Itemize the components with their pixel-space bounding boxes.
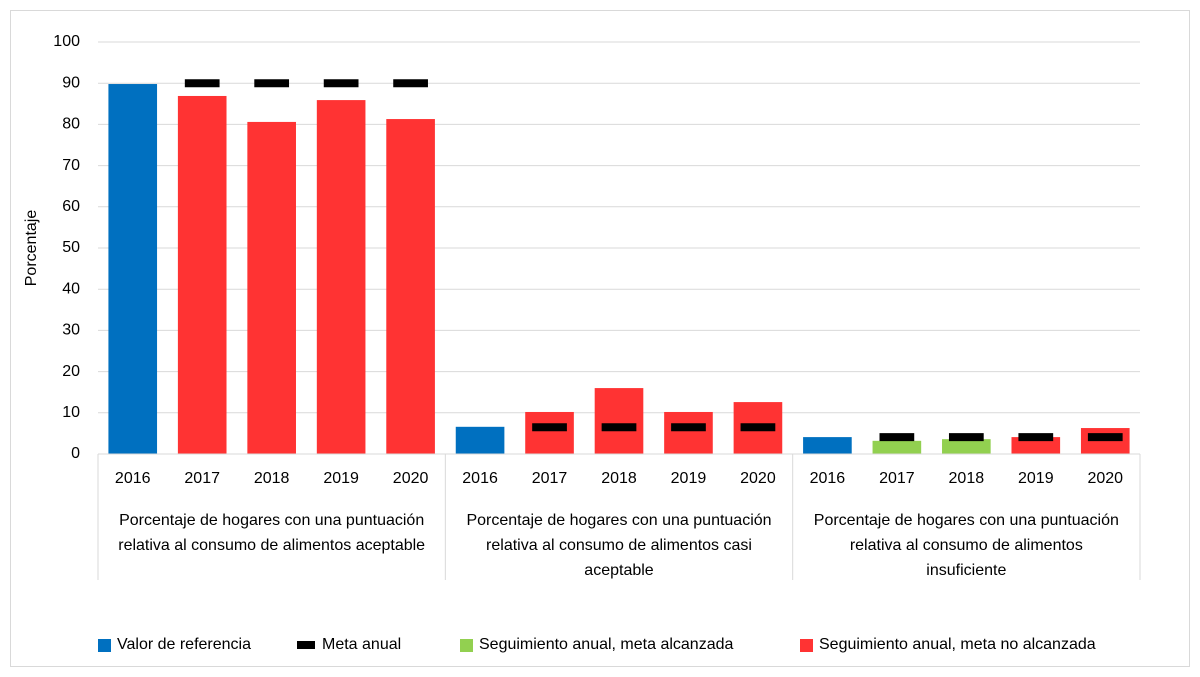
y-tick-label: 50 [62, 239, 80, 256]
legend-label: Seguimiento anual, meta alcanzada [479, 636, 733, 653]
y-tick-label: 90 [62, 74, 80, 91]
y-tick-label: 0 [71, 445, 80, 462]
x-tick-label: 2019 [323, 470, 359, 487]
legend-label: Valor de referencia [117, 636, 251, 653]
group-label: Porcentaje de hogares con una puntuación… [466, 512, 772, 579]
x-tick-label: 2018 [254, 470, 290, 487]
y-tick-label: 40 [62, 280, 80, 297]
x-tick-label: 2019 [671, 470, 707, 487]
bar [247, 121, 296, 454]
x-tick-label: 2016 [115, 470, 151, 487]
x-tick-label: 2018 [601, 470, 637, 487]
bar [108, 84, 158, 455]
x-tick-label: 2017 [879, 470, 915, 487]
bar [594, 388, 644, 454]
bar [1011, 437, 1061, 454]
legend-swatch [98, 639, 111, 652]
group-label: Porcentaje de hogares con una puntuación… [813, 512, 1119, 579]
x-tick-label: 2016 [462, 470, 498, 487]
group-label: Porcentaje de hogares con una puntuación… [118, 512, 426, 554]
x-tick-label: 2019 [1018, 470, 1054, 487]
bar [872, 440, 922, 454]
y-tick-label: 20 [62, 363, 80, 380]
legend-swatch [297, 641, 315, 649]
bar [177, 95, 227, 455]
y-tick-label: 10 [62, 404, 80, 421]
x-tick-label: 2017 [532, 470, 568, 487]
y-tick-label: 60 [62, 198, 80, 215]
bar [942, 439, 991, 454]
x-tick-label: 2020 [393, 470, 429, 487]
x-tick-label: 2016 [810, 470, 846, 487]
bar [386, 119, 435, 454]
y-tick-label: 30 [62, 322, 80, 339]
legend-label: Meta anual [322, 636, 401, 653]
y-axis-label: Porcentaje [23, 210, 40, 287]
bar [455, 426, 505, 454]
y-tick-label: 80 [62, 116, 80, 133]
y-tick-label: 100 [53, 33, 80, 50]
bar [525, 411, 574, 454]
bar [664, 411, 713, 454]
bar [803, 437, 852, 454]
legend-swatch [460, 639, 473, 652]
x-tick-label: 2020 [740, 470, 776, 487]
legend-label: Seguimiento anual, meta no alcanzada [819, 636, 1096, 653]
x-tick-label: 2020 [1087, 470, 1123, 487]
legend-swatch [800, 639, 813, 652]
x-tick-label: 2018 [949, 470, 985, 487]
x-tick-label: 2017 [184, 470, 220, 487]
y-tick-label: 70 [62, 157, 80, 174]
bar [316, 100, 366, 454]
